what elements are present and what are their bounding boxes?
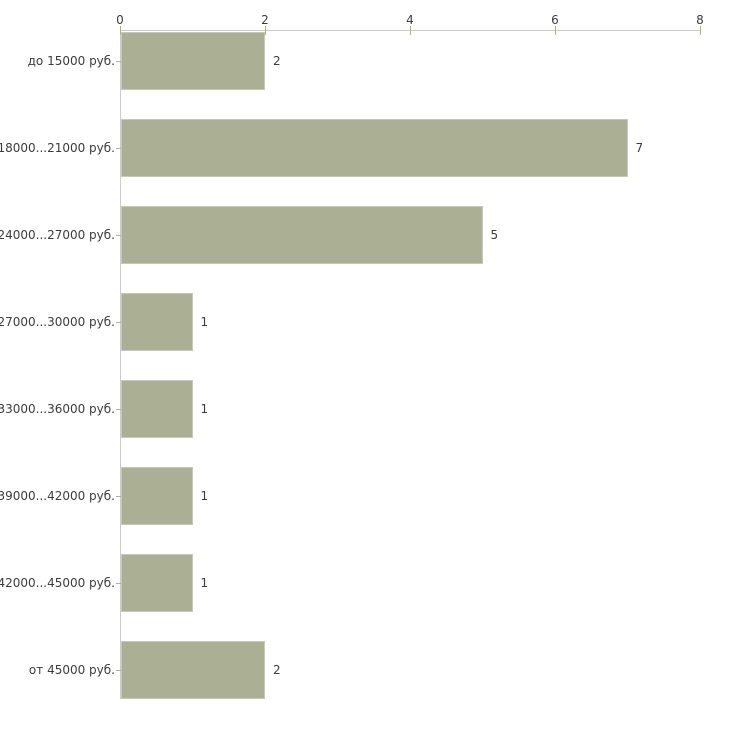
value-label: 1	[200, 402, 209, 416]
bar	[121, 32, 265, 90]
category-label: 33000...36000 руб.	[0, 402, 115, 416]
bar	[121, 293, 193, 351]
x-tick-mark	[410, 26, 411, 35]
bar	[121, 119, 628, 177]
y-tick-mark	[116, 235, 121, 236]
y-tick-mark	[116, 583, 121, 584]
value-label: 2	[273, 54, 281, 68]
x-tick-mark	[120, 26, 121, 35]
bar	[121, 206, 483, 264]
y-tick-mark	[116, 496, 121, 497]
category-label: 39000...42000 руб.	[0, 489, 115, 503]
x-tick-mark	[265, 26, 266, 35]
category-label: 27000...30000 руб.	[0, 315, 115, 329]
x-tick-mark	[555, 26, 556, 35]
y-tick-mark	[116, 409, 121, 410]
bar	[121, 380, 193, 438]
bar	[121, 554, 193, 612]
y-tick-mark	[116, 61, 121, 62]
y-axis-line	[120, 30, 121, 699]
value-label: 7	[635, 141, 644, 155]
value-label: 1	[200, 489, 209, 503]
y-tick-mark	[116, 148, 121, 149]
category-label: 18000...21000 руб.	[0, 141, 115, 155]
value-label: 1	[200, 315, 209, 329]
x-tick-label: 8	[696, 13, 704, 27]
value-label: 1	[200, 576, 209, 590]
x-tick-label: 0	[116, 13, 124, 27]
bar	[121, 641, 265, 699]
category-label: от 45000 руб.	[28, 663, 115, 677]
category-label: до 15000 руб.	[27, 54, 115, 68]
x-tick-label: 2	[261, 13, 269, 27]
x-tick-label: 6	[551, 13, 559, 27]
x-tick-label: 4	[406, 13, 414, 27]
value-label: 5	[490, 228, 499, 242]
y-tick-mark	[116, 670, 121, 671]
bar	[121, 467, 193, 525]
x-tick-mark	[700, 26, 701, 35]
value-label: 2	[273, 663, 281, 677]
category-label: 42000...45000 руб.	[0, 576, 115, 590]
y-tick-mark	[116, 322, 121, 323]
category-label: 24000...27000 руб.	[0, 228, 115, 242]
